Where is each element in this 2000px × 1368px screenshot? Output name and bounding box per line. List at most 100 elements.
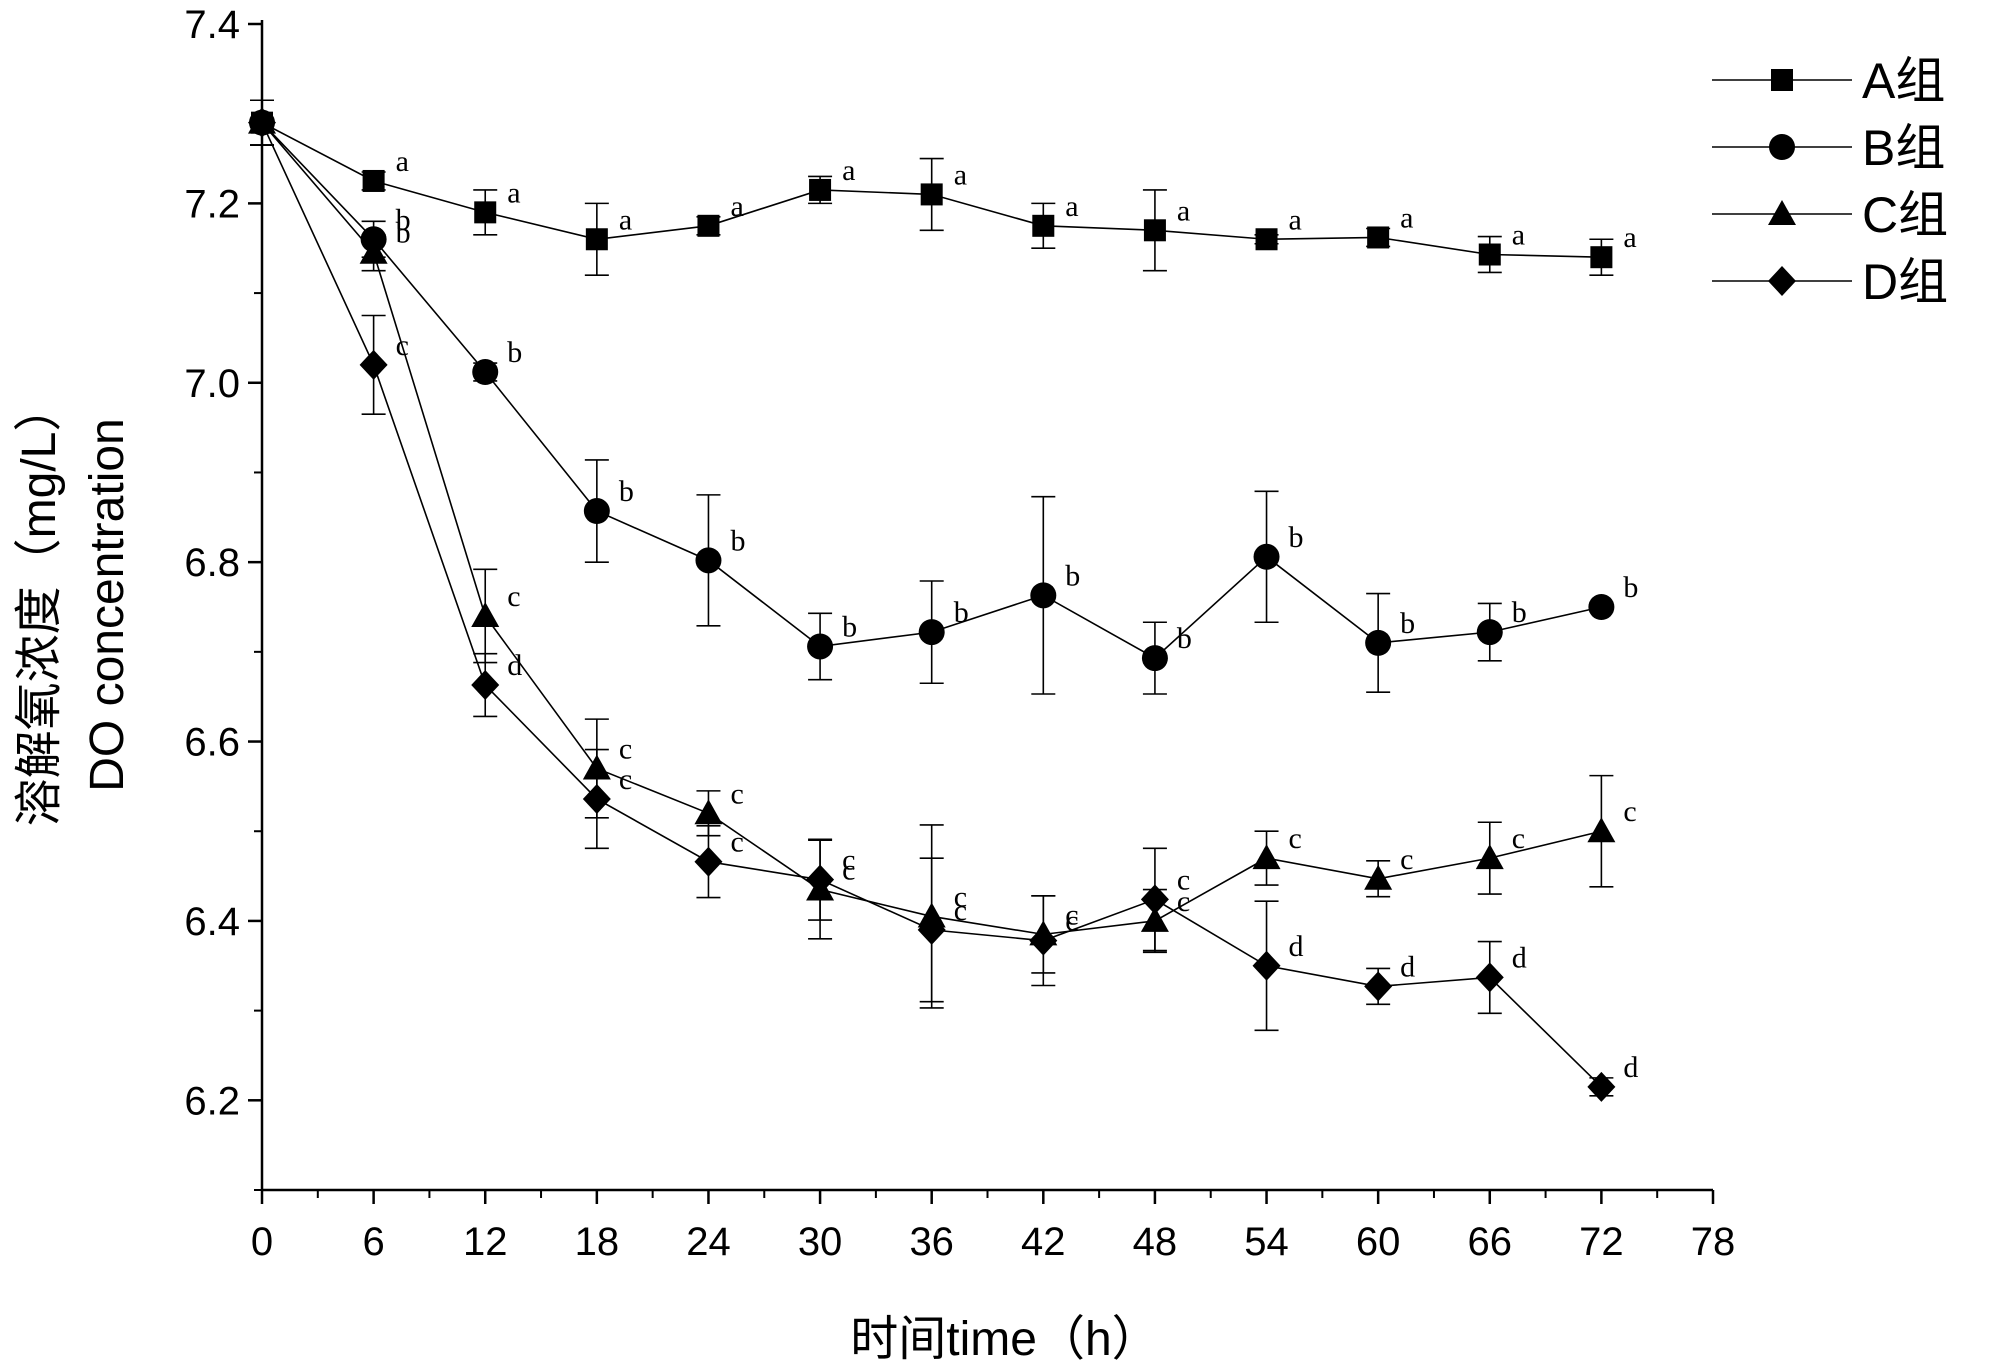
data-point [920, 183, 943, 206]
y-tick-label: 7.0 [184, 362, 240, 406]
significance-label: c [1065, 905, 1078, 938]
significance-label: a [1512, 219, 1525, 252]
data-point [1588, 594, 1615, 620]
significance-label: c [842, 844, 855, 877]
data-point [1365, 629, 1392, 656]
significance-label: c [1512, 822, 1525, 855]
significance-label: c [1177, 885, 1190, 918]
data-point [248, 107, 276, 138]
data-point [807, 633, 834, 660]
data-point [695, 547, 722, 574]
x-tick-label: 54 [1244, 1220, 1289, 1264]
x-tick-label: 24 [686, 1220, 731, 1264]
x-tick-label: 6 [362, 1220, 384, 1264]
x-tick-label: 66 [1468, 1220, 1513, 1264]
significance-label: b [1400, 607, 1415, 640]
data-point [472, 359, 499, 386]
data-point [1475, 844, 1504, 870]
data-point [1478, 243, 1501, 266]
significance-label: b [619, 475, 634, 508]
legend-marker [1769, 134, 1795, 160]
data-point [362, 169, 385, 192]
y-tick-label: 7.2 [184, 182, 240, 226]
y-tick-label: 6.2 [184, 1079, 240, 1123]
significance-label: a [1400, 201, 1413, 234]
legend-marker [1771, 69, 1793, 91]
significance-label: c [1623, 795, 1636, 828]
significance-label: b [954, 596, 969, 629]
significance-label: c [1400, 843, 1413, 876]
significance-label: b [396, 203, 411, 236]
data-point [1032, 214, 1055, 237]
data-point [1252, 844, 1281, 870]
significance-label: b [730, 524, 745, 557]
significance-label: c [842, 854, 855, 887]
significance-label: b [1623, 571, 1638, 604]
x-tick-label: 42 [1021, 1220, 1066, 1264]
data-point [582, 783, 611, 814]
significance-label: a [730, 190, 743, 223]
x-tick-label: 30 [798, 1220, 843, 1264]
significance-label: c [954, 880, 967, 913]
data-point [806, 864, 835, 895]
significance-label: a [954, 158, 967, 191]
x-tick-label: 72 [1579, 1220, 1624, 1264]
legend-label: B组 [1862, 120, 1945, 176]
significance-label: c [619, 732, 632, 765]
x-axis-title: 时间time（h） [850, 1313, 1159, 1366]
data-point [694, 799, 723, 825]
data-point [1140, 884, 1169, 915]
data-point [1476, 619, 1503, 646]
legend-label: D组 [1862, 254, 1948, 310]
data-point [1255, 228, 1278, 251]
data-point [474, 201, 497, 224]
data-point [1475, 962, 1504, 993]
significance-label: b [842, 610, 857, 643]
significance-label: b [1177, 622, 1192, 655]
data-point [1587, 817, 1616, 843]
data-point [583, 498, 610, 525]
significance-label: c [396, 329, 409, 362]
y-tick-label: 6.4 [184, 900, 240, 944]
legend-marker [1768, 266, 1796, 296]
data-point [1030, 582, 1057, 609]
data-point [917, 914, 946, 945]
significance-label: c [1065, 898, 1078, 931]
x-tick-label: 78 [1691, 1220, 1736, 1264]
y-tick-label: 7.4 [184, 3, 240, 47]
data-point [697, 214, 720, 237]
legend-item: A组 [1712, 53, 1945, 109]
data-point [1364, 971, 1393, 1002]
data-point [1141, 645, 1168, 672]
significance-label: c [507, 580, 520, 613]
significance-label: d [1623, 1051, 1638, 1084]
x-tick-label: 12 [463, 1220, 508, 1264]
significance-label: a [396, 145, 409, 178]
significance-label: b [1289, 521, 1304, 554]
data-point [1253, 543, 1280, 570]
data-point [1029, 925, 1058, 956]
significance-label: d [1289, 930, 1304, 963]
data-point [694, 846, 723, 877]
axes: 0 6 12 18 24 30 36 42 48 54 60 66 72 78 6.2 6.4 6.6 6.8 7.… [184, 3, 1735, 1264]
significance-label: b [507, 336, 522, 369]
significance-label: a [1623, 221, 1636, 254]
data-point [585, 228, 608, 251]
significance-label: c [730, 826, 743, 859]
data-point [918, 619, 945, 646]
significance-label: a [1289, 203, 1302, 236]
data-point [1590, 246, 1613, 269]
significance-label: a [619, 203, 632, 236]
significance-label: b [1512, 596, 1527, 629]
legend-label: A组 [1862, 53, 1945, 109]
data-point [359, 238, 388, 264]
significance-label: b [1065, 559, 1080, 592]
y-tick-label: 6.6 [184, 721, 240, 765]
legend-item: B组 [1712, 120, 1945, 176]
significance-label: a [1177, 194, 1190, 227]
legend-label: C组 [1862, 187, 1948, 243]
data-point [1364, 864, 1393, 890]
significance-label: d [1512, 941, 1527, 974]
